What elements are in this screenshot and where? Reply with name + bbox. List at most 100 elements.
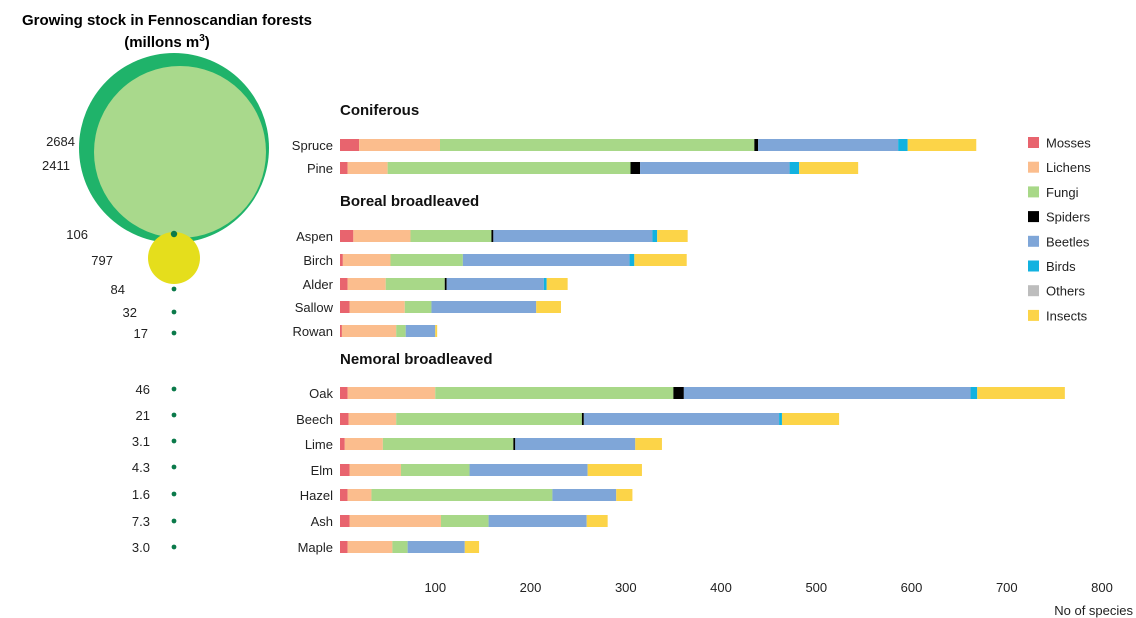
bar-segment (387, 162, 631, 174)
bar-segment (347, 489, 372, 501)
bar-segment (344, 438, 383, 450)
bar-segment (396, 325, 406, 337)
bubble-dot (170, 230, 178, 238)
bar-segment (410, 230, 492, 242)
bar-segment (907, 139, 977, 151)
bubble-value-label: 3.1 (132, 434, 150, 449)
bar-segment (349, 515, 441, 527)
bubble-value-label: 17 (134, 326, 148, 341)
bar-segment (340, 515, 350, 527)
bar-segment (543, 278, 547, 290)
bar-segment (789, 162, 800, 174)
bar-segment (396, 413, 582, 425)
bar-segment (464, 541, 480, 553)
bar-segment (652, 230, 658, 242)
category-label: Oak (309, 386, 333, 401)
bar-segment (444, 278, 447, 290)
bubble-value-label: 797 (91, 253, 113, 268)
legend-swatch (1028, 211, 1039, 223)
category-label: Sallow (295, 300, 334, 315)
bubble-dot (171, 309, 177, 315)
x-tick-label: 700 (996, 580, 1018, 595)
legend-swatch (1028, 285, 1039, 297)
legend-label: Lichens (1046, 160, 1091, 175)
bar-segment (683, 387, 971, 399)
bar-segment (348, 413, 397, 425)
bar-segment (349, 301, 405, 313)
bubble-value-label: 106 (66, 227, 88, 242)
bar-segment (340, 301, 350, 313)
bar-segment (347, 541, 393, 553)
bar-segment (515, 438, 636, 450)
bar-segment (340, 254, 343, 266)
bar-segment (340, 464, 350, 476)
bar-segment (629, 254, 635, 266)
bar-segment (341, 325, 397, 337)
bar-segment (469, 464, 588, 476)
legend: Mosses Lichens Fungi Spiders Beetles Birds Oth… (1028, 136, 1091, 323)
bar-segment (546, 278, 568, 290)
legend-swatch (1028, 137, 1039, 148)
bubble-value-label: 2684 (46, 134, 75, 149)
bar-segment (583, 413, 780, 425)
legend-label: Others (1046, 284, 1086, 299)
category-label: Pine (307, 161, 333, 176)
bubble-value-label: 21 (136, 408, 150, 423)
bar-segment (673, 387, 684, 399)
bubble-dot (171, 412, 177, 418)
bar-segment (640, 162, 790, 174)
bar-segment (552, 489, 617, 501)
category-label: Birch (303, 253, 333, 268)
bar-segment (758, 139, 899, 151)
stacked-bar-chart: Coniferous Spruce Pine Boreal broadleaved As… (292, 102, 1134, 618)
bubble-chart-title-line1: Growing stock in Fennoscandian forests (22, 12, 312, 29)
bar-segment (488, 515, 587, 527)
bar-segment (440, 139, 755, 151)
legend-label: Spiders (1046, 210, 1091, 225)
bar-segment (898, 139, 908, 151)
bar-segment (431, 301, 537, 313)
bubble-value-label: 46 (136, 382, 150, 397)
bubble-dot (171, 518, 177, 524)
category-label: Elm (311, 463, 333, 478)
bubble-chart-title-close: ) (205, 34, 210, 51)
category-label: Spruce (292, 138, 333, 153)
bubble-chart-title-unit: (millons m (124, 34, 199, 51)
bar-segment (385, 278, 445, 290)
bubble-dot (171, 544, 177, 550)
group-title: Nemoral broadleaved (340, 351, 493, 368)
bar-segment (340, 278, 348, 290)
bar-segment (404, 301, 432, 313)
legend-label: Birds (1046, 259, 1076, 274)
bar-segment (493, 230, 653, 242)
legend-label: Mosses (1046, 136, 1091, 151)
bubble-value-label: 3.0 (132, 540, 150, 555)
bar-segment (407, 541, 465, 553)
bar-segment (970, 387, 978, 399)
bubble-value-label: 2411 (42, 158, 70, 173)
x-axis-title: No of species (1054, 603, 1133, 618)
x-tick-label: 800 (1091, 580, 1113, 595)
bar-segment (440, 515, 489, 527)
bar-segment (371, 489, 553, 501)
bar-segment (536, 301, 561, 313)
bar-segment (340, 541, 348, 553)
category-label: Rowan (293, 324, 333, 339)
bubble-value-label: 32 (123, 305, 137, 320)
bubble-dot (171, 386, 177, 392)
legend-swatch (1028, 260, 1039, 272)
x-tick-label: 600 (901, 580, 923, 595)
x-tick-label: 400 (710, 580, 732, 595)
bubble-value-label: 1.6 (132, 487, 150, 502)
bar-segment (340, 413, 349, 425)
bar-segment (779, 413, 782, 425)
bar-segment (435, 387, 674, 399)
bar-segment (349, 464, 401, 476)
bar-segment (513, 438, 516, 450)
bubble-value-label: 4.3 (132, 460, 150, 475)
legend-swatch (1028, 235, 1039, 247)
bar-segment (359, 139, 441, 151)
bubble-circle (148, 232, 200, 284)
